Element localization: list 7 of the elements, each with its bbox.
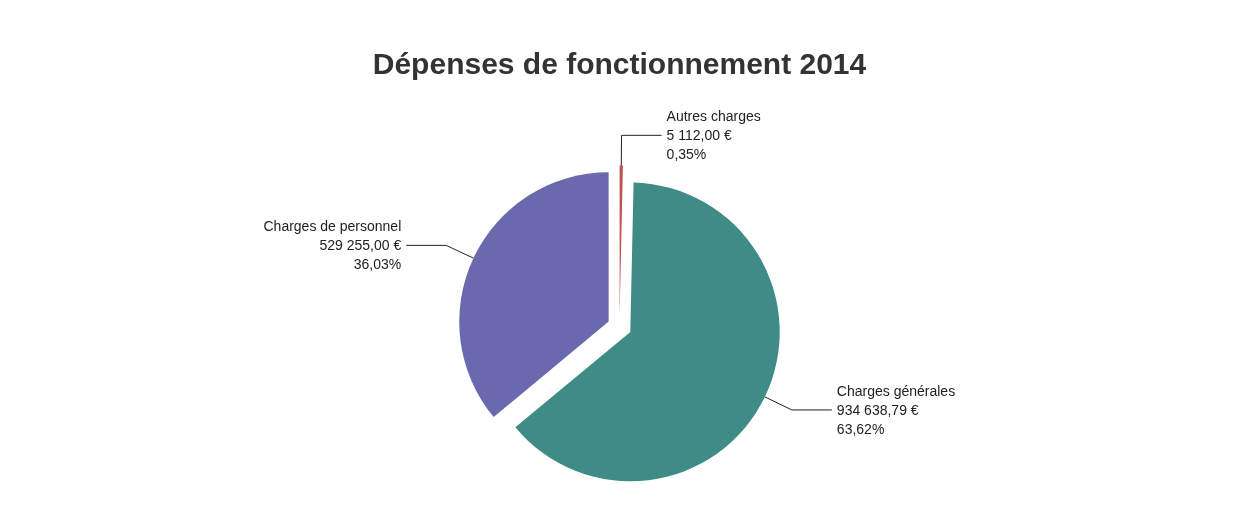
slice-label: Charges de personnel [263, 218, 402, 235]
slice-label: Charges générales [836, 382, 956, 399]
slice-label: Autres charges [666, 108, 761, 125]
data-label: 529 255,00 € 36,03% [319, 237, 402, 273]
data-label: 5 112,00 € 0,35% [666, 127, 732, 163]
chart-title: Dépenses de fonctionnement 2014 [372, 46, 867, 80]
data-label: 934 638,79 € 63,62% [836, 401, 919, 437]
